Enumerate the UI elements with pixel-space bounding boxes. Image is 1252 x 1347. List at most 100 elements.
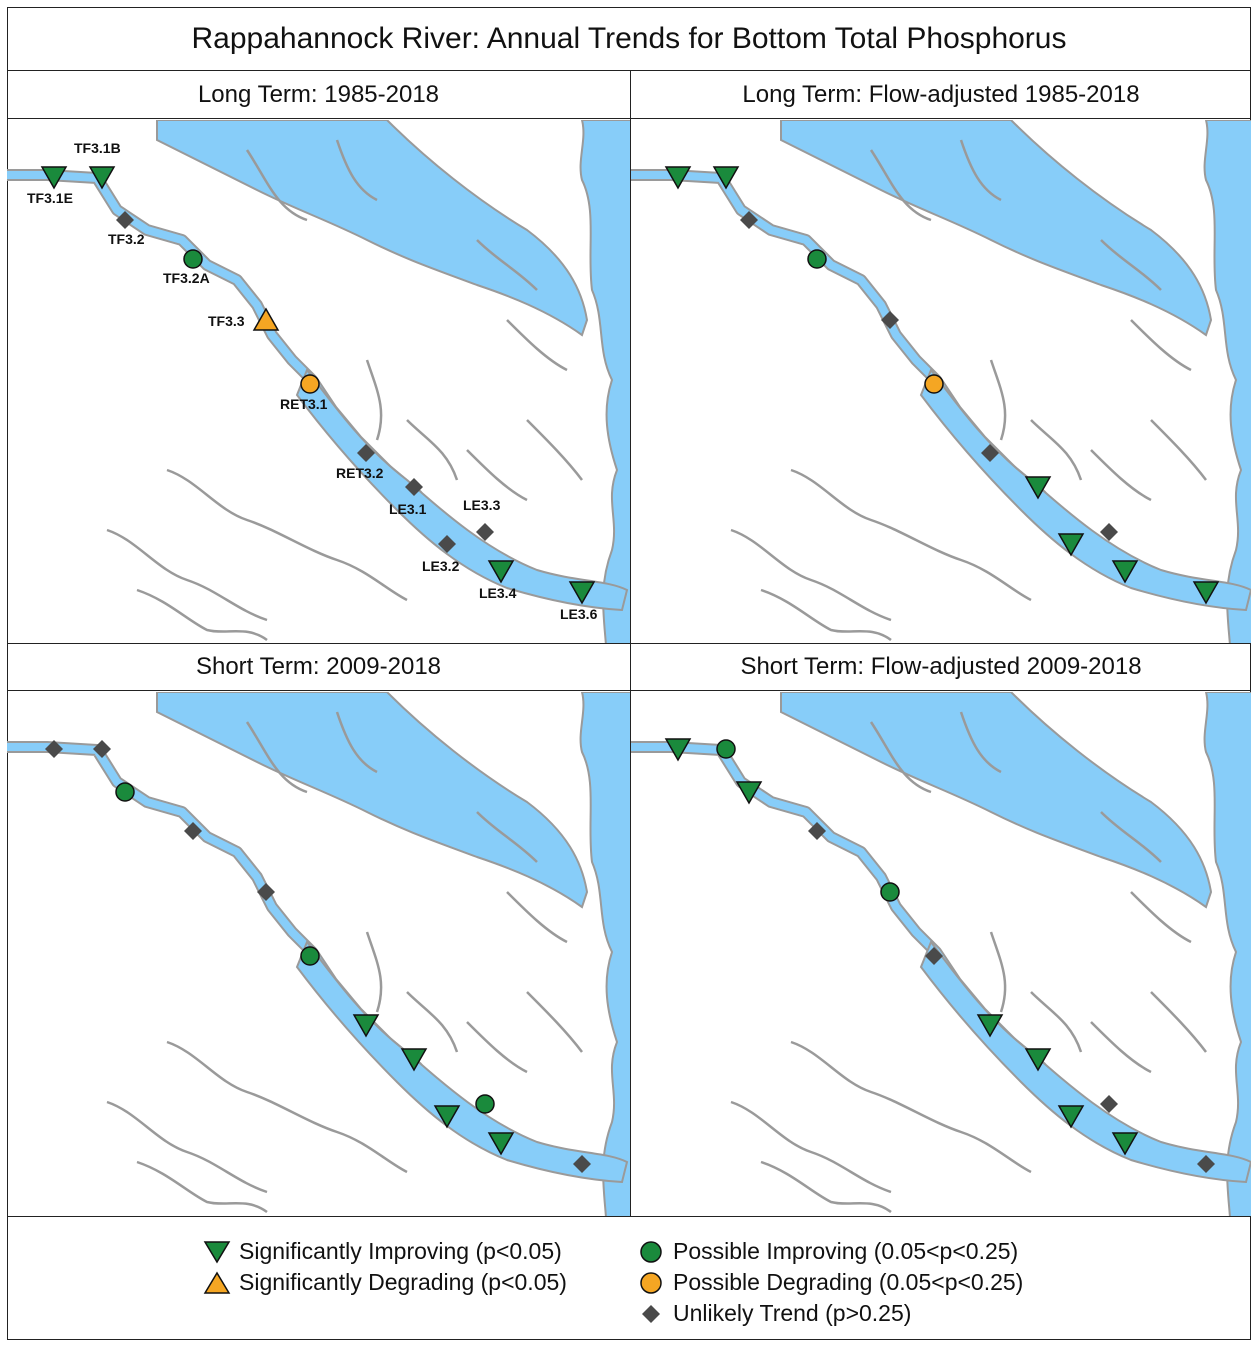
station-marker-sig-improving (1024, 476, 1052, 500)
station-label: LE3.4 (479, 585, 517, 601)
station-marker-possible-degrading (924, 374, 944, 394)
station-marker-unlikely (925, 947, 943, 965)
lower-river (295, 367, 629, 612)
legend-label-possible-degrading: Possible Degrading (0.05<p<0.25) (673, 1269, 1024, 1295)
tributary-line (335, 711, 378, 774)
figure-frame (7, 7, 1251, 1340)
station-label: LE3.2 (422, 558, 460, 574)
tributary-line (1090, 1021, 1152, 1074)
legend: Significantly Improving (p<0.05) Signifi… (7, 1216, 1251, 1340)
station-marker-sig-improving (352, 1014, 380, 1038)
station-marker-sig-improving (400, 1048, 428, 1072)
tributary-line (869, 149, 932, 222)
tributary-line (959, 711, 1002, 774)
circle-green-icon (640, 1240, 662, 1263)
station-marker-possible-improving (300, 946, 320, 966)
station-marker-sig-improving (1057, 533, 1085, 557)
legend-item-possible-improving: Possible Improving (0.05<p<0.25) (637, 1238, 1018, 1265)
tributary-line (1130, 891, 1192, 944)
station-marker-sig-improving (88, 166, 116, 190)
station-marker-sig-improving (1111, 1132, 1139, 1156)
station-marker-sig-improving (433, 1105, 461, 1129)
tributary-line (730, 528, 892, 622)
tributary-line (166, 1040, 408, 1174)
tributary-line (506, 319, 568, 372)
station-marker-sig-improving (1111, 560, 1139, 584)
station-label: TF3.1B (74, 140, 121, 156)
legend-label-unlikely: Unlikely Trend (p>0.25) (673, 1300, 912, 1326)
lower-river (919, 367, 1251, 612)
station-marker-unlikely (573, 1155, 591, 1173)
tributary-line (1150, 991, 1207, 1053)
map-svg (7, 692, 630, 1216)
lower-river (295, 939, 629, 1184)
station-marker-unlikely (1197, 1155, 1215, 1173)
legend-item-unlikely: Unlikely Trend (p>0.25) (637, 1300, 911, 1327)
legend-item-sig-improving: Significantly Improving (p<0.05) (203, 1238, 562, 1265)
tributary-line (466, 1021, 528, 1074)
tributary-line (106, 1100, 268, 1194)
station-marker-possible-improving (183, 249, 203, 269)
legend-label-sig-degrading: Significantly Degrading (p<0.05) (239, 1269, 567, 1295)
tributary-line (1100, 239, 1162, 291)
station-marker-unlikely (116, 211, 134, 229)
tributary-line (245, 149, 308, 222)
station-marker-unlikely (808, 822, 826, 840)
upper-estuary (156, 120, 589, 337)
tributary-line (1090, 449, 1152, 502)
panel-heading-short-term-flow-adjusted: Short Term: Flow-adjusted 2009-2018 (631, 643, 1251, 691)
station-label: LE3.3 (463, 497, 501, 513)
tributary-line (760, 588, 892, 642)
circle-orange-icon (640, 1271, 662, 1294)
station-marker-sig-degrading (252, 307, 280, 331)
station-marker-unlikely (1100, 1095, 1118, 1113)
station-marker-sig-improving (664, 166, 692, 190)
station-marker-possible-improving (880, 882, 900, 902)
station-marker-unlikely (357, 444, 375, 462)
map-panel-long-term-flow-adjusted (631, 120, 1251, 643)
station-marker-unlikely (1100, 523, 1118, 541)
tributary-line (365, 359, 383, 441)
bay-water (1203, 692, 1251, 1216)
station-marker-unlikely (438, 535, 456, 553)
station-marker-sig-improving (735, 781, 763, 805)
station-marker-unlikely (93, 740, 111, 758)
station-marker-unlikely (45, 740, 63, 758)
tributary-line (760, 1160, 892, 1214)
station-label: TF3.2A (163, 270, 210, 286)
station-marker-possible-improving (807, 249, 827, 269)
station-marker-unlikely (881, 311, 899, 329)
figure-title: Rappahannock River: Annual Trends for Bo… (7, 7, 1251, 71)
tributary-line (466, 449, 528, 502)
tributary-line (166, 468, 408, 602)
tributary-line (790, 468, 1032, 602)
station-marker-sig-improving (1024, 1048, 1052, 1072)
legend-divider (7, 1216, 1251, 1217)
bay-water (579, 692, 630, 1216)
map-svg: TF3.1E TF3.1B TF3.2 TF3.2A TF3.3 RET3.1 RET3.2… (7, 120, 630, 643)
station-label: RET3.2 (336, 465, 384, 481)
tributary-line (959, 139, 1002, 202)
map-panel-short-term (7, 692, 630, 1216)
map-panel-short-term-flow-adjusted (631, 692, 1251, 1216)
station-marker-sig-improving (664, 738, 692, 762)
tributary-line (476, 811, 538, 863)
tributary-line (1030, 991, 1083, 1053)
legend-label-possible-improving: Possible Improving (0.05<p<0.25) (673, 1238, 1019, 1264)
tributary-line (989, 931, 1007, 1013)
tributary-line (406, 991, 459, 1053)
tributary-line (106, 528, 268, 622)
upper-estuary (156, 692, 589, 909)
tributary-line (245, 721, 308, 794)
station-marker-sig-improving (568, 581, 596, 605)
tributary-line (526, 991, 583, 1053)
station-marker-sig-improving (487, 1132, 515, 1156)
legend-item-sig-degrading: Significantly Degrading (p<0.05) (203, 1269, 567, 1296)
tributary-line (526, 419, 583, 481)
tributary-line (1030, 419, 1083, 481)
station-label: TF3.2 (108, 231, 145, 247)
station-marker-possible-improving (475, 1094, 495, 1114)
station-marker-unlikely (257, 883, 275, 901)
legend-item-possible-degrading: Possible Degrading (0.05<p<0.25) (637, 1269, 1023, 1296)
station-marker-possible-degrading (300, 374, 320, 394)
